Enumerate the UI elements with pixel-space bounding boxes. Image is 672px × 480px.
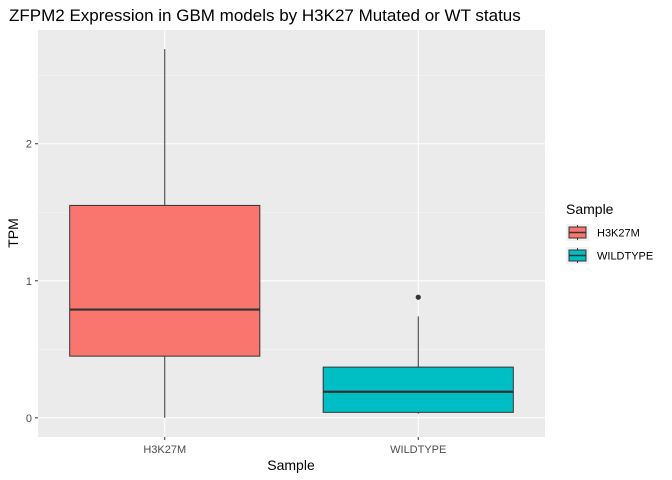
legend-label: WILDTYPE xyxy=(597,251,653,263)
chart-title: ZFPM2 Expression in GBM models by H3K27 … xyxy=(9,6,521,25)
box-wildtype xyxy=(322,294,514,414)
box-body xyxy=(322,366,514,413)
x-tick-label: WILDTYPE xyxy=(390,444,446,456)
legend: Sample H3K27M WILDTYPE xyxy=(566,201,653,264)
x-tick-label: H3K27M xyxy=(143,444,186,456)
y-tick-label: 0 xyxy=(26,413,32,425)
y-tick-label: 1 xyxy=(26,276,32,288)
outlier-point xyxy=(415,294,421,300)
legend-item-wildtype: WILDTYPE xyxy=(566,247,653,264)
axes-layer: 0 1 2 H3K27M WILDTYPE xyxy=(26,139,446,456)
box-body xyxy=(69,204,261,357)
x-axis-title: Sample xyxy=(267,457,315,473)
boxes-layer xyxy=(69,49,514,418)
y-axis-title: TPM xyxy=(5,218,21,248)
legend-label: H3K27M xyxy=(597,228,640,240)
legend-item-h3k27m: H3K27M xyxy=(566,224,640,241)
y-tick-label: 2 xyxy=(26,139,32,151)
box-h3k27m xyxy=(69,49,261,418)
legend-title: Sample xyxy=(566,201,614,217)
